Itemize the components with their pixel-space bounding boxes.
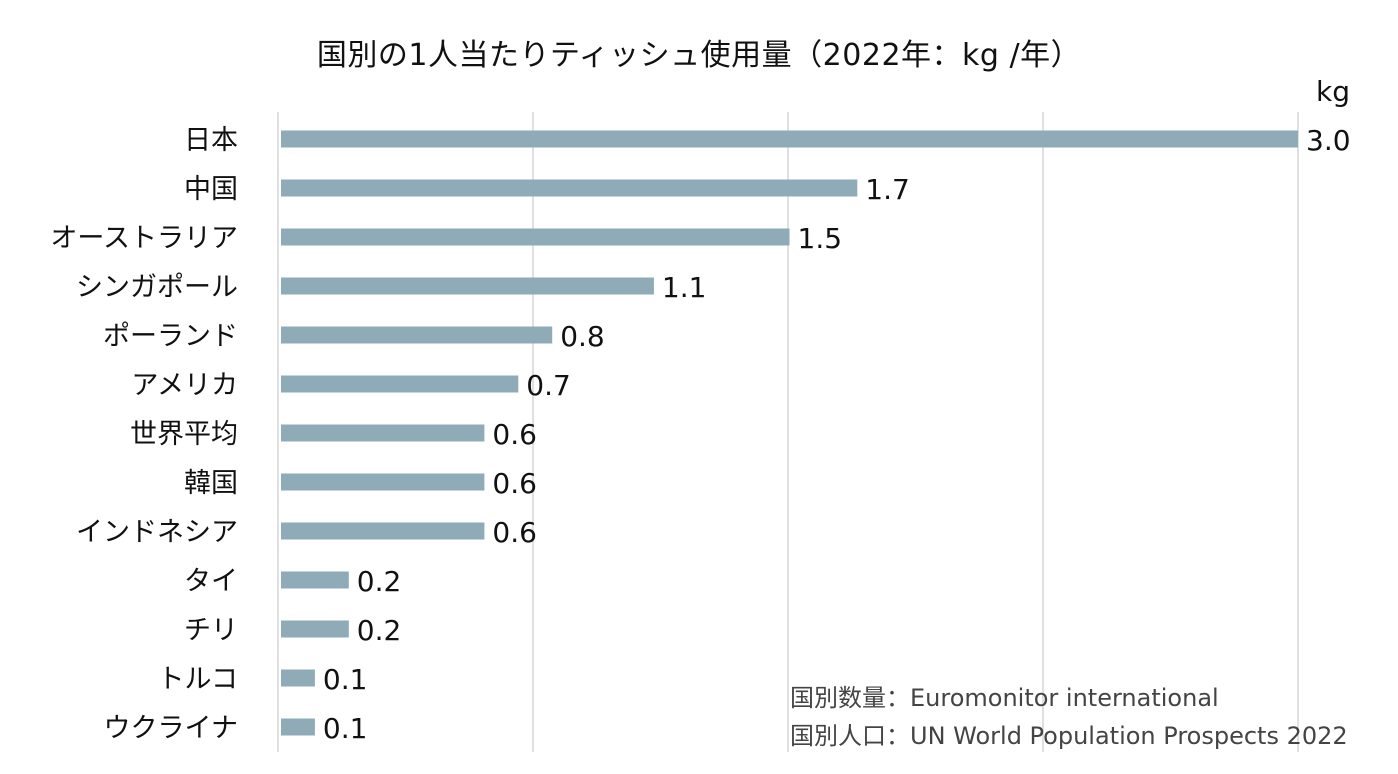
data-label: 0.1 (323, 712, 368, 745)
category-label: 韓国 (184, 468, 238, 499)
category-label: 世界平均 (130, 419, 238, 450)
data-label: 0.2 (357, 614, 402, 647)
category-label: インドネシア (76, 517, 238, 548)
bar (281, 179, 858, 197)
bar (281, 326, 553, 344)
bar (281, 669, 315, 687)
category-label: アメリカ (131, 370, 238, 401)
category-label: トルコ (158, 664, 238, 695)
source-population: 国別人口：UN World Population Prospects 2022 (790, 722, 1348, 750)
category-label: タイ (184, 566, 238, 597)
category-label: オーストラリア (50, 223, 238, 254)
data-label: 0.7 (526, 369, 571, 402)
category-label: ポーランド (103, 321, 238, 352)
data-label: 0.1 (323, 663, 368, 696)
bar (281, 473, 485, 491)
bar (281, 228, 790, 246)
category-label: シンガポール (76, 272, 238, 303)
category-label: 中国 (184, 174, 238, 205)
category-label: ウクライナ (104, 713, 238, 744)
bars (281, 130, 1298, 736)
category-label: チリ (184, 615, 238, 646)
chart-title: 国別の1人当たりティッシュ使用量（2022年：kg /年） (316, 38, 1082, 73)
gridlines (277, 112, 1299, 752)
data-label: 3.0 (1306, 124, 1351, 157)
bar (281, 130, 1298, 148)
data-label: 1.7 (865, 173, 910, 206)
bar (281, 277, 654, 295)
category-label: 日本 (184, 125, 238, 156)
bar (281, 620, 349, 638)
bar (281, 424, 485, 442)
data-label: 1.1 (662, 271, 707, 304)
labels: 日本 3.0 中国 1.7 オーストラリア 1.5 シンガポール 1.1 ポーランド 0.8 アメリ… (50, 124, 1350, 745)
data-label: 0.6 (492, 516, 537, 549)
data-label: 1.5 (798, 222, 843, 255)
data-label: 0.8 (560, 320, 605, 353)
source-quantity: 国別数量：Euromonitor international (790, 684, 1219, 712)
bar (281, 571, 349, 589)
data-label: 0.6 (492, 418, 537, 451)
data-label: 0.6 (492, 467, 537, 500)
bar (281, 375, 519, 393)
unit-label: kg (1316, 75, 1350, 108)
bar (281, 718, 315, 736)
data-label: 0.2 (357, 565, 402, 598)
bar (281, 522, 485, 540)
